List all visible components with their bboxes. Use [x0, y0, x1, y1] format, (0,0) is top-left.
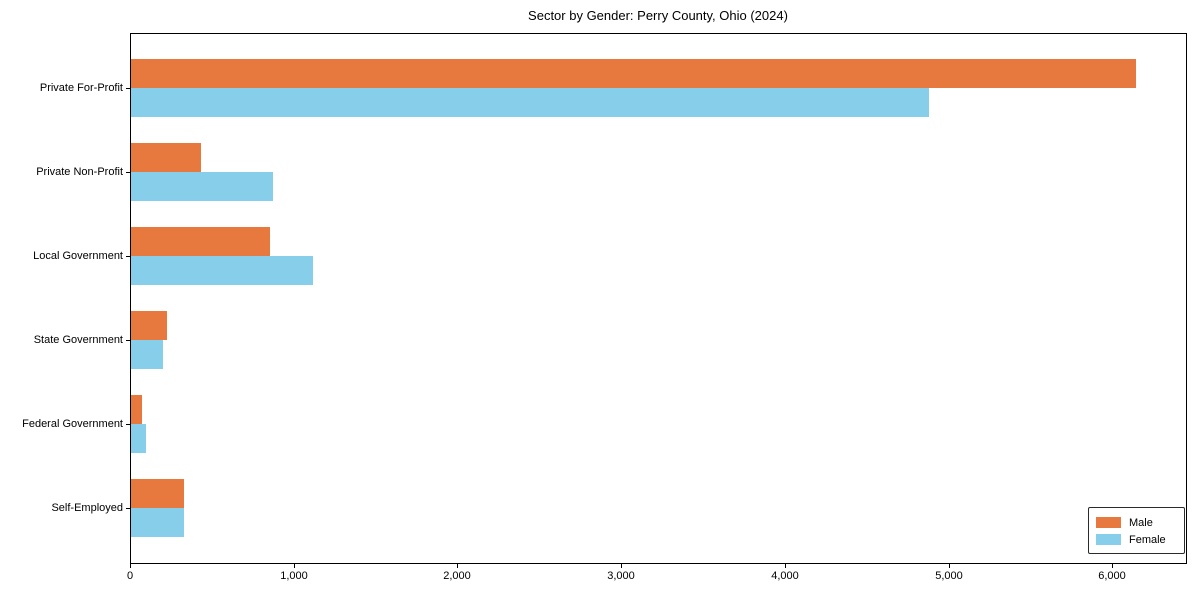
bar-male-federal-government [131, 395, 142, 424]
x-tick-label-2000: 2,000 [443, 570, 471, 582]
y-tick-label-self-employed: Self-Employed [51, 502, 123, 514]
bar-male-private-non-profit [131, 143, 201, 172]
x-tick-0 [130, 564, 131, 568]
legend-swatch-female [1096, 534, 1121, 545]
x-tick-1000 [294, 564, 295, 568]
x-tick-label-5000: 5,000 [935, 570, 963, 582]
legend-row-male: Male [1096, 514, 1178, 531]
bar-male-self-employed [131, 479, 184, 508]
x-tick-label-3000: 3,000 [607, 570, 635, 582]
y-tick-label-state-government: State Government [33, 334, 123, 346]
y-tick-label-federal-government: Federal Government [22, 418, 123, 430]
bar-female-federal-government [131, 424, 146, 453]
bar-female-state-government [131, 340, 163, 369]
bar-female-private-non-profit [131, 172, 273, 201]
y-tick-state-government [126, 340, 130, 341]
bar-female-local-government [131, 256, 313, 285]
y-tick-self-employed [126, 508, 130, 509]
x-tick-3000 [621, 564, 622, 568]
x-tick-label-4000: 4,000 [771, 570, 799, 582]
y-tick-federal-government [126, 424, 130, 425]
bar-male-private-for-profit [131, 59, 1136, 88]
y-tick-label-private-for-profit: Private For-Profit [39, 82, 123, 94]
legend-label-female: Female [1129, 533, 1166, 546]
bar-male-state-government [131, 311, 167, 340]
bar-male-local-government [131, 227, 270, 256]
legend-label-male: Male [1129, 516, 1153, 529]
x-tick-6000 [1112, 564, 1113, 568]
y-tick-private-for-profit [126, 88, 130, 89]
bar-female-self-employed [131, 508, 184, 537]
x-tick-5000 [949, 564, 950, 568]
x-tick-label-6000: 6,000 [1098, 570, 1126, 582]
y-tick-label-local-government: Local Government [33, 250, 123, 262]
x-tick-label-0: 0 [126, 570, 134, 582]
y-tick-private-non-profit [126, 172, 130, 173]
plot-area [130, 33, 1187, 564]
legend: Male Female [1088, 507, 1185, 554]
legend-row-female: Female [1096, 531, 1178, 548]
x-tick-label-1000: 1,000 [280, 570, 308, 582]
x-tick-4000 [785, 564, 786, 568]
chart-title: Sector by Gender: Perry County, Ohio (20… [528, 8, 788, 23]
bar-female-private-for-profit [131, 88, 929, 117]
x-tick-2000 [457, 564, 458, 568]
y-tick-label-private-non-profit: Private Non-Profit [36, 166, 123, 178]
y-tick-local-government [126, 256, 130, 257]
legend-swatch-male [1096, 517, 1121, 528]
